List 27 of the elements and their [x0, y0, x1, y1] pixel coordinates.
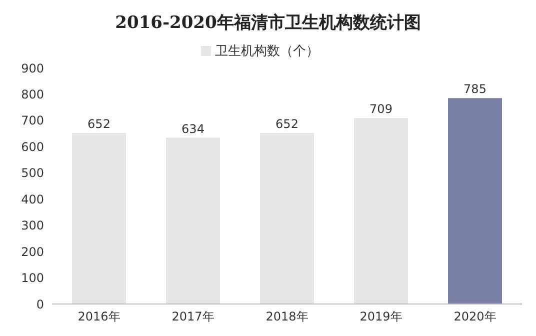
legend-label: 卫生机构数（个）	[215, 44, 319, 59]
data-label: 785	[464, 82, 486, 96]
chart-title: 2016-2020年福清市卫生机构数统计图	[114, 12, 422, 35]
x-tick-label: 2020年	[454, 310, 496, 324]
data-label: 634	[182, 122, 204, 136]
bar	[448, 98, 502, 304]
x-tick-label: 2017年	[172, 310, 214, 324]
y-tick-label: 100	[21, 271, 44, 286]
y-tick-label: 600	[21, 140, 44, 154]
y-tick-label: 300	[21, 218, 44, 233]
y-tick-label: 700	[21, 114, 44, 128]
x-tick-label: 2019年	[360, 310, 402, 324]
y-tick-label: 800	[21, 87, 44, 102]
data-label: 652	[276, 117, 298, 132]
y-tick-label: 900	[21, 61, 44, 76]
x-tick-label: 2016年	[78, 310, 120, 324]
bar	[72, 133, 126, 304]
bar	[260, 133, 314, 304]
y-tick-label: 500	[21, 166, 44, 180]
y-tick-label: 200	[21, 244, 44, 259]
y-tick-label: 400	[21, 192, 44, 206]
bar	[354, 118, 408, 304]
data-label: 709	[370, 102, 392, 116]
data-label: 652	[88, 117, 110, 132]
y-tick-label: 0	[36, 297, 44, 312]
bar	[166, 138, 220, 304]
x-tick-label: 2018年	[266, 310, 308, 324]
